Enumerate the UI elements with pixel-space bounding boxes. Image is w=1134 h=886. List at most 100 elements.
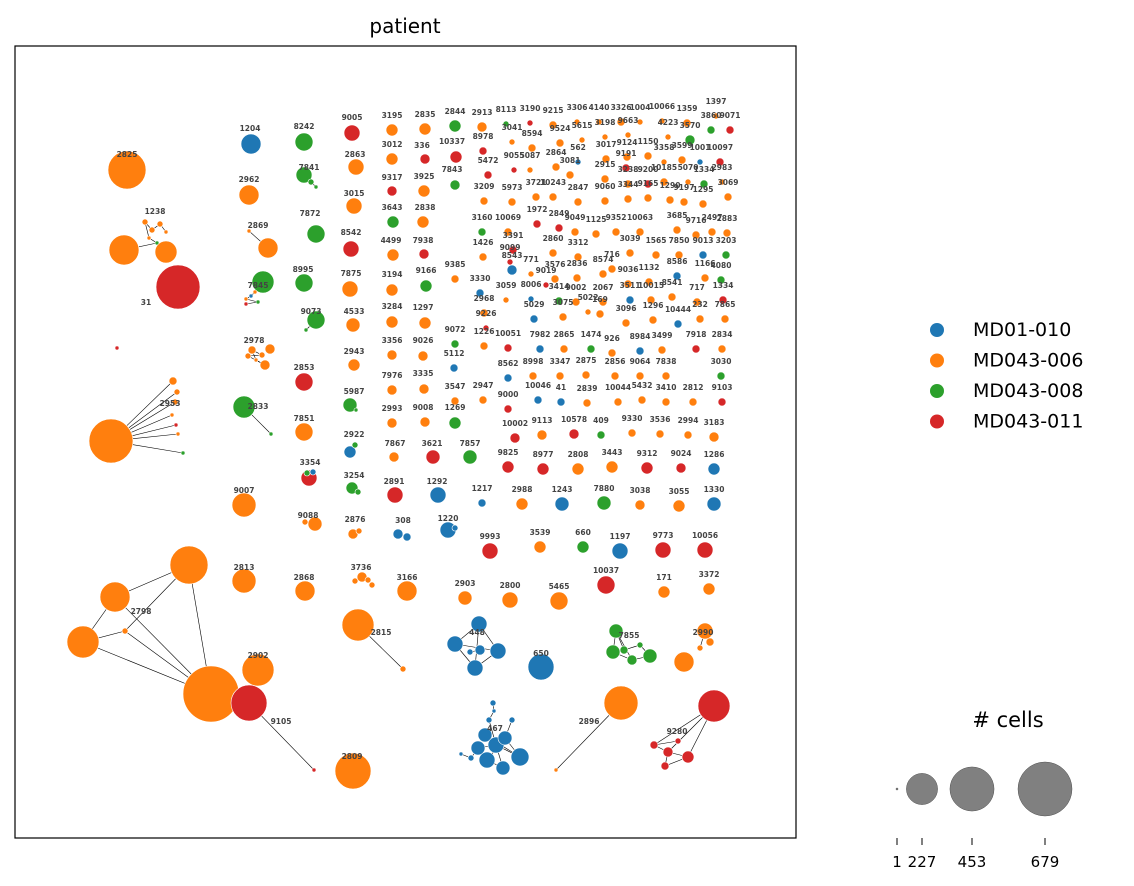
cell-node [595, 118, 603, 126]
cell-node [446, 635, 464, 653]
cell-node [637, 395, 647, 405]
cell-node [252, 289, 258, 295]
node-layer [66, 112, 735, 790]
clonotype-label: 3041 [502, 123, 523, 132]
cell-node [508, 245, 518, 255]
clonotype-label: 3017 [596, 140, 617, 149]
cell-node [643, 151, 653, 161]
cell-node [576, 540, 590, 554]
cell-node [665, 195, 675, 205]
cell-node [565, 170, 575, 180]
cell-node [418, 248, 430, 260]
clonotype-label: 9073 [301, 307, 322, 316]
cell-node [458, 751, 464, 757]
cell-node [672, 499, 686, 513]
clonotype-label: 1295 [693, 185, 714, 194]
cell-node [696, 158, 704, 166]
clonotype-label: 9049 [565, 213, 586, 222]
cell-node [449, 363, 459, 373]
clonotype-label: 926 [604, 334, 620, 343]
clonotype-label: 8574 [593, 255, 614, 264]
size-legend-marker [949, 766, 995, 812]
clonotype-label: 9385 [445, 260, 466, 269]
clonotype-label: 2833 [248, 402, 269, 411]
cell-node [482, 324, 490, 332]
cell-node [684, 134, 696, 146]
legend-label: MD043-011 [973, 411, 1083, 433]
cell-node [535, 344, 545, 354]
clonotype-label: 2067 [593, 283, 614, 292]
clonotype-label: 467 [487, 724, 503, 733]
cell-node [301, 518, 309, 526]
cell-node [251, 270, 275, 294]
cell-node [601, 154, 611, 164]
cell-node [155, 264, 201, 310]
cell-node [570, 227, 580, 237]
clonotype-label: 3096 [616, 304, 637, 313]
clonotype-label: 2864 [546, 148, 567, 157]
cell-node [677, 155, 687, 165]
clonotype-label: 5465 [549, 582, 570, 591]
cell-node [450, 396, 460, 406]
clonotype-label: 2825 [117, 150, 138, 159]
clonotype-label: 5987 [344, 387, 365, 396]
clonotype-label: 2834 [712, 330, 733, 339]
clonotype-label: 9005 [342, 113, 363, 122]
cell-node [553, 767, 559, 773]
clonotype-label: 1226 [474, 327, 495, 336]
cell-node [598, 269, 608, 279]
clonotype-label: 9663 [618, 116, 639, 125]
clonotype-label: 2815 [371, 628, 392, 637]
clonotype-label: 2896 [579, 717, 600, 726]
cell-node [419, 153, 431, 165]
clonotype-label: 2808 [568, 450, 589, 459]
cell-node [695, 314, 705, 324]
cell-node [527, 295, 535, 303]
cell-node [173, 422, 179, 428]
clonotype-label: 9124 [617, 138, 638, 147]
cell-node [623, 179, 633, 189]
clonotype-label: 2983 [712, 163, 733, 172]
cell-node [474, 644, 486, 656]
cell-node [526, 119, 534, 127]
cell-node [481, 542, 499, 560]
clonotype-label: 3621 [422, 439, 443, 448]
cell-node [559, 344, 569, 354]
cell-node [240, 133, 262, 155]
cell-node [259, 359, 271, 371]
cell-node [672, 225, 682, 235]
clonotype-label: 1565 [646, 236, 667, 245]
clonotype-label: 3860 [701, 111, 722, 120]
clonotype-label: 7867 [385, 439, 406, 448]
legend-label: MD043-008 [973, 380, 1083, 402]
cell-node [717, 344, 727, 354]
cell-node [450, 274, 460, 284]
cell-node [674, 250, 684, 260]
cell-node [651, 250, 661, 260]
clonotype-label: 409 [593, 416, 609, 425]
clonotype-label: 771 [523, 255, 539, 264]
clonotype-label: 5615 [572, 121, 593, 130]
cell-node [156, 220, 164, 228]
clonotype-label: 2922 [344, 430, 365, 439]
clonotype-label: 2812 [683, 383, 704, 392]
cell-node [712, 112, 720, 120]
clonotype-label: 4140 [589, 103, 610, 112]
cell-node [610, 371, 620, 381]
clonotype-label: 10578 [561, 415, 587, 424]
cell-node [353, 407, 359, 413]
cell-node [169, 412, 175, 418]
size-legend-tick-label: 1 [892, 853, 902, 871]
cell-node [341, 608, 375, 642]
clonotype-label: 1197 [610, 532, 631, 541]
cell-node [419, 279, 433, 293]
cell-node [342, 397, 358, 413]
clonotype-label: 5070 [678, 163, 699, 172]
cell-node [180, 450, 186, 456]
cell-node [451, 524, 459, 532]
clonotype-label: 3306 [567, 103, 588, 112]
clonotype-label: 9008 [413, 403, 434, 412]
cell-node [231, 492, 257, 518]
clonotype-label: 3356 [382, 336, 403, 345]
clonotype-label: 5022 [578, 293, 599, 302]
